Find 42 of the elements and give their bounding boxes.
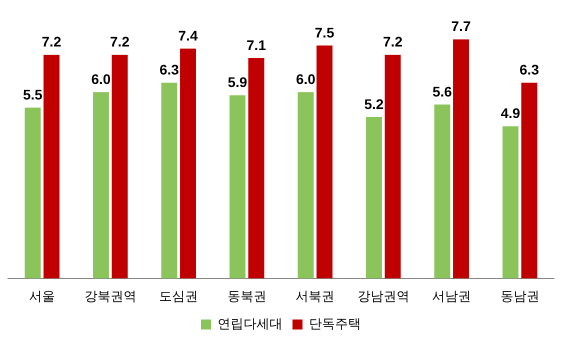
data-label: 6.3 bbox=[160, 62, 180, 78]
x-tick-label: 도심권 bbox=[159, 290, 198, 305]
data-label: 7.7 bbox=[451, 18, 471, 34]
data-label: 7.2 bbox=[42, 34, 62, 50]
bar bbox=[248, 58, 264, 278]
bar bbox=[180, 48, 196, 278]
data-label: 5.2 bbox=[364, 96, 384, 112]
data-label: 6.3 bbox=[520, 62, 540, 78]
x-tick-label: 강남권역 bbox=[357, 290, 410, 305]
bar bbox=[434, 104, 450, 278]
bar bbox=[24, 108, 41, 278]
x-tick-label: 강북권역 bbox=[84, 290, 136, 305]
data-label: 7.5 bbox=[314, 24, 334, 40]
bar bbox=[521, 82, 538, 278]
bar bbox=[366, 116, 382, 278]
bar bbox=[453, 39, 469, 278]
x-tick-label: 서남권 bbox=[432, 290, 472, 305]
data-label: 5.5 bbox=[23, 86, 43, 102]
bar bbox=[384, 54, 401, 278]
data-label: 7.1 bbox=[246, 36, 266, 53]
data-label: 4.9 bbox=[500, 105, 520, 122]
bar bbox=[316, 46, 332, 278]
legend-label: 단독주택 bbox=[309, 316, 361, 332]
bar bbox=[161, 82, 178, 278]
bar bbox=[44, 54, 60, 278]
data-label: 6.0 bbox=[296, 70, 316, 87]
data-label: 5.6 bbox=[432, 83, 452, 100]
legend-label: 연립다세대 bbox=[218, 316, 282, 332]
bar bbox=[298, 92, 314, 278]
data-label: 7.2 bbox=[110, 34, 130, 50]
x-tick-label: 서울 bbox=[29, 290, 56, 305]
bar bbox=[502, 126, 518, 278]
bar bbox=[230, 95, 246, 278]
x-tick-label: 서북권 bbox=[296, 290, 335, 305]
data-label: 6.0 bbox=[91, 70, 111, 87]
bar bbox=[93, 92, 109, 278]
data-label: 7.4 bbox=[178, 27, 198, 44]
data-label: 7.2 bbox=[383, 34, 403, 50]
x-tick-label: 동남권 bbox=[500, 290, 540, 305]
x-tick-label: 동북권 bbox=[227, 290, 266, 305]
data-label: 5.9 bbox=[228, 74, 248, 90]
bar bbox=[112, 54, 128, 278]
